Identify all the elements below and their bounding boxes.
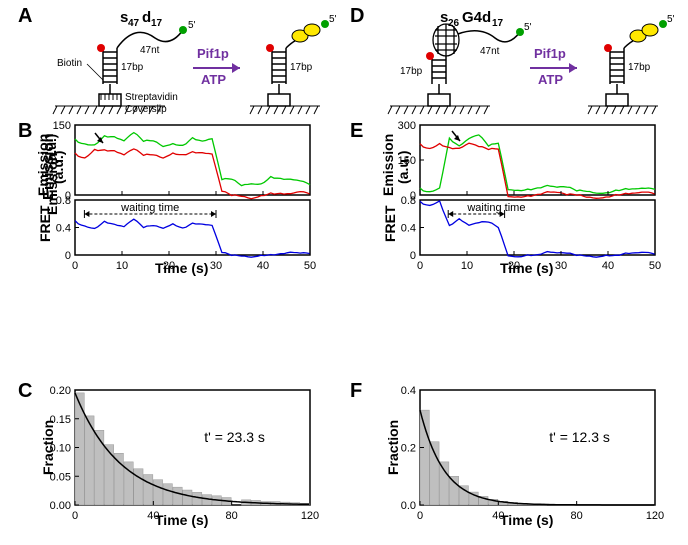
- svg-text:0.4: 0.4: [56, 223, 71, 235]
- ylabel-fret-e: FRET: [382, 205, 398, 242]
- panel-label-e: E: [350, 120, 363, 143]
- svg-text:0.0: 0.0: [401, 500, 416, 512]
- svg-text:40: 40: [257, 260, 269, 272]
- svg-text:5': 5': [667, 14, 675, 25]
- svg-text:waiting time: waiting time: [120, 202, 179, 214]
- svg-text:17bp: 17bp: [628, 62, 651, 73]
- xlabel-f: Time (s): [500, 512, 553, 528]
- svg-text:0.2: 0.2: [401, 443, 416, 455]
- svg-text:0: 0: [417, 260, 423, 272]
- svg-text:0.20: 0.20: [50, 385, 71, 397]
- panel-label-f: F: [350, 380, 362, 403]
- svg-text:5': 5': [524, 22, 532, 33]
- svg-text:17: 17: [151, 18, 163, 29]
- svg-text:Coverslip: Coverslip: [125, 104, 167, 115]
- svg-text:waiting time: waiting time: [466, 202, 525, 214]
- svg-text:120: 120: [646, 510, 664, 522]
- panel-label-a: A: [18, 5, 32, 28]
- svg-text:0.00: 0.00: [50, 500, 71, 512]
- svg-text:Pif1p: Pif1p: [534, 46, 566, 61]
- ylabel-c: Fraction: [40, 420, 56, 475]
- svg-text:300: 300: [398, 120, 416, 132]
- svg-text:10: 10: [116, 260, 128, 272]
- svg-text:d: d: [142, 9, 151, 26]
- svg-text:10: 10: [461, 260, 473, 272]
- svg-text:17bp: 17bp: [400, 66, 423, 77]
- ylabel-fret-b: FRET: [37, 205, 53, 242]
- schematic-d: s 26 G4d 17 5' 47nt 17bp Pif1p ATP: [380, 8, 680, 118]
- xlabel-b: Time (s): [155, 260, 208, 276]
- svg-text:0: 0: [72, 260, 78, 272]
- svg-text:40: 40: [602, 260, 614, 272]
- svg-text:0: 0: [417, 510, 423, 522]
- svg-text:t' = 23.3 s: t' = 23.3 s: [204, 429, 265, 445]
- svg-text:50: 50: [304, 260, 316, 272]
- svg-text:120: 120: [301, 510, 319, 522]
- svg-text:0.8: 0.8: [401, 195, 416, 207]
- svg-text:30: 30: [555, 260, 567, 272]
- svg-text:ATP: ATP: [538, 72, 563, 87]
- panel-label-d: D: [350, 5, 364, 28]
- schematic-a: s 47 d 17 5' 47nt 17bp Biotin Streptavid…: [45, 8, 335, 118]
- svg-text:0.8: 0.8: [56, 195, 71, 207]
- svg-text:t' = 12.3 s: t' = 12.3 s: [549, 429, 610, 445]
- svg-text:0.4: 0.4: [401, 385, 416, 397]
- svg-text:80: 80: [226, 510, 238, 522]
- svg-text:0.4: 0.4: [401, 223, 416, 235]
- panel-label-c: C: [18, 380, 32, 403]
- svg-text:5': 5': [329, 14, 337, 25]
- svg-text:50: 50: [649, 260, 661, 272]
- svg-text:47nt: 47nt: [140, 45, 160, 56]
- svg-text:Streptavidin: Streptavidin: [125, 92, 178, 103]
- svg-text:30: 30: [210, 260, 222, 272]
- svg-text:G4d: G4d: [462, 9, 491, 26]
- svg-text:80: 80: [571, 510, 583, 522]
- panel-label-b: B: [18, 120, 32, 143]
- svg-text:0: 0: [72, 510, 78, 522]
- svg-text:0: 0: [65, 250, 71, 262]
- xlabel-e: Time (s): [500, 260, 553, 276]
- svg-text:ATP: ATP: [201, 72, 226, 87]
- svg-text:17bp: 17bp: [290, 62, 313, 73]
- svg-text:47nt: 47nt: [480, 46, 500, 57]
- svg-text:17: 17: [492, 18, 504, 29]
- svg-text:0: 0: [410, 250, 416, 262]
- svg-text:17bp: 17bp: [121, 62, 144, 73]
- svg-text:47: 47: [128, 18, 140, 29]
- svg-text:150: 150: [53, 120, 71, 132]
- xlabel-c: Time (s): [155, 512, 208, 528]
- svg-text:Biotin: Biotin: [57, 58, 82, 69]
- svg-text:Pif1p: Pif1p: [197, 46, 229, 61]
- svg-text:5': 5': [188, 20, 196, 31]
- ylabel-f: Fraction: [385, 420, 401, 475]
